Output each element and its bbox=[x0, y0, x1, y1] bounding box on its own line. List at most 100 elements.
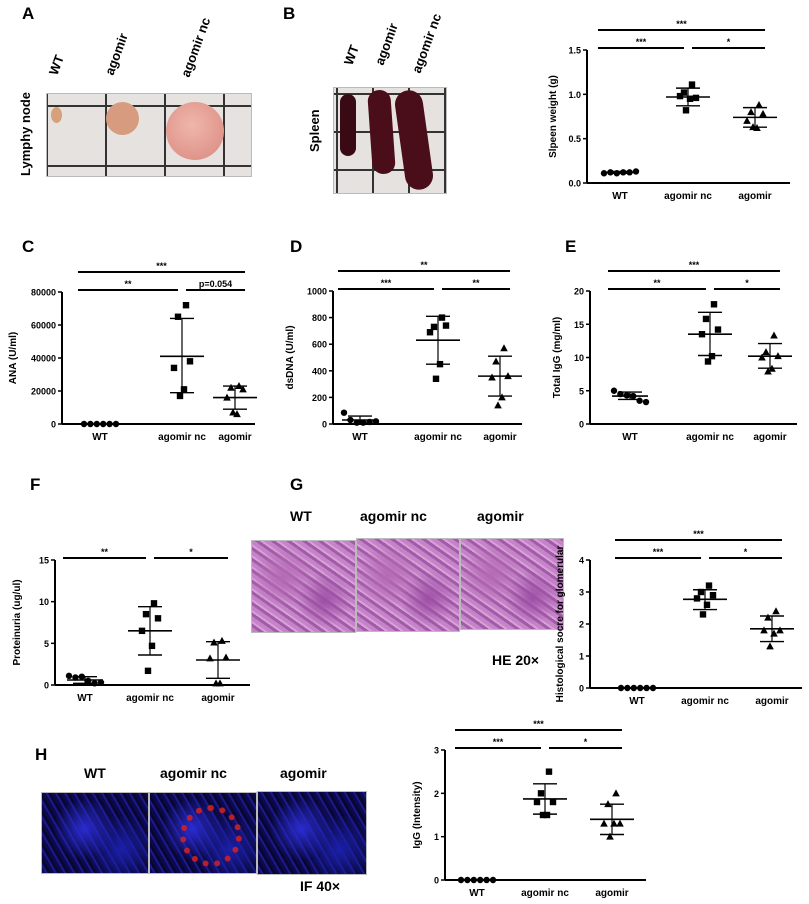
data-point-circle bbox=[97, 679, 105, 686]
data-point-triangle bbox=[747, 108, 755, 116]
data-point-square bbox=[180, 386, 188, 393]
y-tick-label: 15 bbox=[574, 320, 584, 330]
y-axis-label: Slpeen weight (g) bbox=[548, 75, 559, 158]
x-tick-label: WT bbox=[352, 432, 368, 443]
y-tick-label: 0.0 bbox=[568, 179, 581, 189]
x-tick-label: WT bbox=[622, 432, 638, 443]
data-point-triangle bbox=[743, 116, 751, 124]
x-tick-label: agomir nc bbox=[681, 696, 729, 707]
data-point-square bbox=[144, 667, 152, 675]
x-tick-label: WT bbox=[469, 888, 485, 899]
if-label-wt: WT bbox=[84, 765, 106, 781]
data-point-circle bbox=[65, 672, 73, 680]
data-point-circle bbox=[632, 168, 640, 175]
significance-label: * bbox=[745, 278, 749, 288]
data-point-square bbox=[709, 592, 717, 599]
chart-spleen: 0.0 0.5 1.0 1.5 Slpeen weight (g) WT agomir nc… bbox=[548, 19, 790, 202]
data-point-square bbox=[549, 798, 557, 806]
significance-label: * bbox=[727, 37, 731, 47]
significance-label: ** bbox=[124, 279, 132, 289]
panel-letter-d: D bbox=[290, 237, 303, 256]
data-point-square bbox=[692, 94, 700, 102]
panel-letter-b: B bbox=[283, 4, 296, 23]
significance-label: *** bbox=[636, 37, 647, 47]
data-point-square bbox=[697, 588, 705, 596]
y-axis-label: dsDNA (U/ml) bbox=[285, 325, 296, 389]
he-label-agomir: agomir bbox=[477, 508, 524, 524]
chart-igg-total: 0 5 10 15 20 Total IgG (mg/ml) WT agomir nc agom… bbox=[552, 260, 797, 443]
panel-letter-a: A bbox=[22, 4, 35, 23]
x-tick-label: agomir bbox=[595, 888, 628, 899]
y-tick-label: 2 bbox=[579, 620, 584, 630]
y-axis-label: Total IgG (mg/ml) bbox=[552, 317, 563, 398]
x-tick-label: agomir bbox=[755, 696, 788, 707]
significance-label: * bbox=[189, 547, 193, 557]
he-image-agomir-nc bbox=[356, 538, 460, 632]
data-point-triangle bbox=[759, 109, 767, 117]
data-point-square bbox=[680, 89, 688, 96]
data-point-square bbox=[142, 610, 150, 618]
significance-label: ** bbox=[472, 278, 480, 288]
data-point-square bbox=[438, 314, 446, 321]
data-point-square bbox=[150, 600, 158, 607]
data-point-circle bbox=[610, 387, 618, 394]
chart-proteinuria: 0 5 10 15 Proteinuria (ug/ul) WT agomir nc agom… bbox=[12, 547, 250, 704]
y-tick-label: 10 bbox=[39, 597, 49, 607]
data-point-triangle bbox=[488, 373, 496, 381]
significance-label: *** bbox=[653, 547, 664, 557]
x-tick-label: agomir nc bbox=[664, 191, 712, 202]
significance-label: * bbox=[584, 737, 588, 747]
data-point-square bbox=[710, 301, 718, 308]
spleen-photo bbox=[333, 87, 447, 194]
data-point-square bbox=[426, 329, 434, 336]
data-point-triangle bbox=[776, 626, 784, 634]
data-point-triangle bbox=[770, 331, 778, 339]
data-point-triangle bbox=[764, 613, 772, 621]
data-point-square bbox=[539, 811, 547, 819]
data-point-square bbox=[688, 81, 696, 88]
y-tick-label: 0 bbox=[322, 420, 327, 430]
he-label-agomir-nc: agomir nc bbox=[360, 508, 427, 524]
significance-label: *** bbox=[693, 529, 704, 539]
data-point-square bbox=[676, 92, 684, 100]
data-point-square bbox=[704, 358, 712, 365]
data-point-triangle bbox=[227, 383, 235, 391]
significance-label: *** bbox=[676, 19, 687, 29]
panel-letter-c: C bbox=[22, 237, 35, 256]
y-tick-label: 1 bbox=[579, 652, 584, 662]
if-label-agomir: agomir bbox=[280, 765, 327, 781]
x-tick-label: agomir nc bbox=[521, 888, 569, 899]
data-point-square bbox=[182, 302, 190, 309]
data-point-square bbox=[442, 322, 450, 329]
panel-letter-e: E bbox=[565, 237, 577, 256]
data-point-square bbox=[702, 315, 710, 323]
x-tick-label: WT bbox=[629, 696, 645, 707]
panel-letter-h: H bbox=[35, 745, 48, 764]
data-point-triangle bbox=[606, 832, 614, 840]
x-tick-label: WT bbox=[612, 191, 628, 202]
y-tick-label: 1000 bbox=[307, 287, 327, 297]
y-tick-label: 0 bbox=[51, 420, 56, 430]
y-tick-label: 15 bbox=[39, 556, 49, 566]
significance-label: ** bbox=[420, 260, 428, 270]
data-point-triangle bbox=[239, 385, 247, 393]
data-point-triangle bbox=[616, 819, 624, 827]
data-point-circle bbox=[642, 398, 650, 406]
y-tick-label: 1.5 bbox=[568, 46, 581, 56]
y-tick-label: 0 bbox=[434, 876, 439, 886]
data-point-triangle bbox=[755, 100, 763, 108]
y-tick-label: 200 bbox=[312, 393, 327, 403]
data-point-square bbox=[545, 768, 553, 775]
data-point-triangle bbox=[760, 626, 768, 634]
significance-label: *** bbox=[381, 278, 392, 288]
data-point-triangle bbox=[600, 819, 608, 827]
data-point-circle bbox=[600, 170, 608, 177]
significance-label: ** bbox=[101, 547, 109, 557]
if-label-agomir-nc: agomir nc bbox=[160, 765, 227, 781]
significance-label: * bbox=[744, 547, 748, 557]
y-tick-label: 600 bbox=[312, 340, 327, 350]
he-image-wt bbox=[251, 540, 356, 633]
data-point-circle bbox=[340, 409, 348, 416]
